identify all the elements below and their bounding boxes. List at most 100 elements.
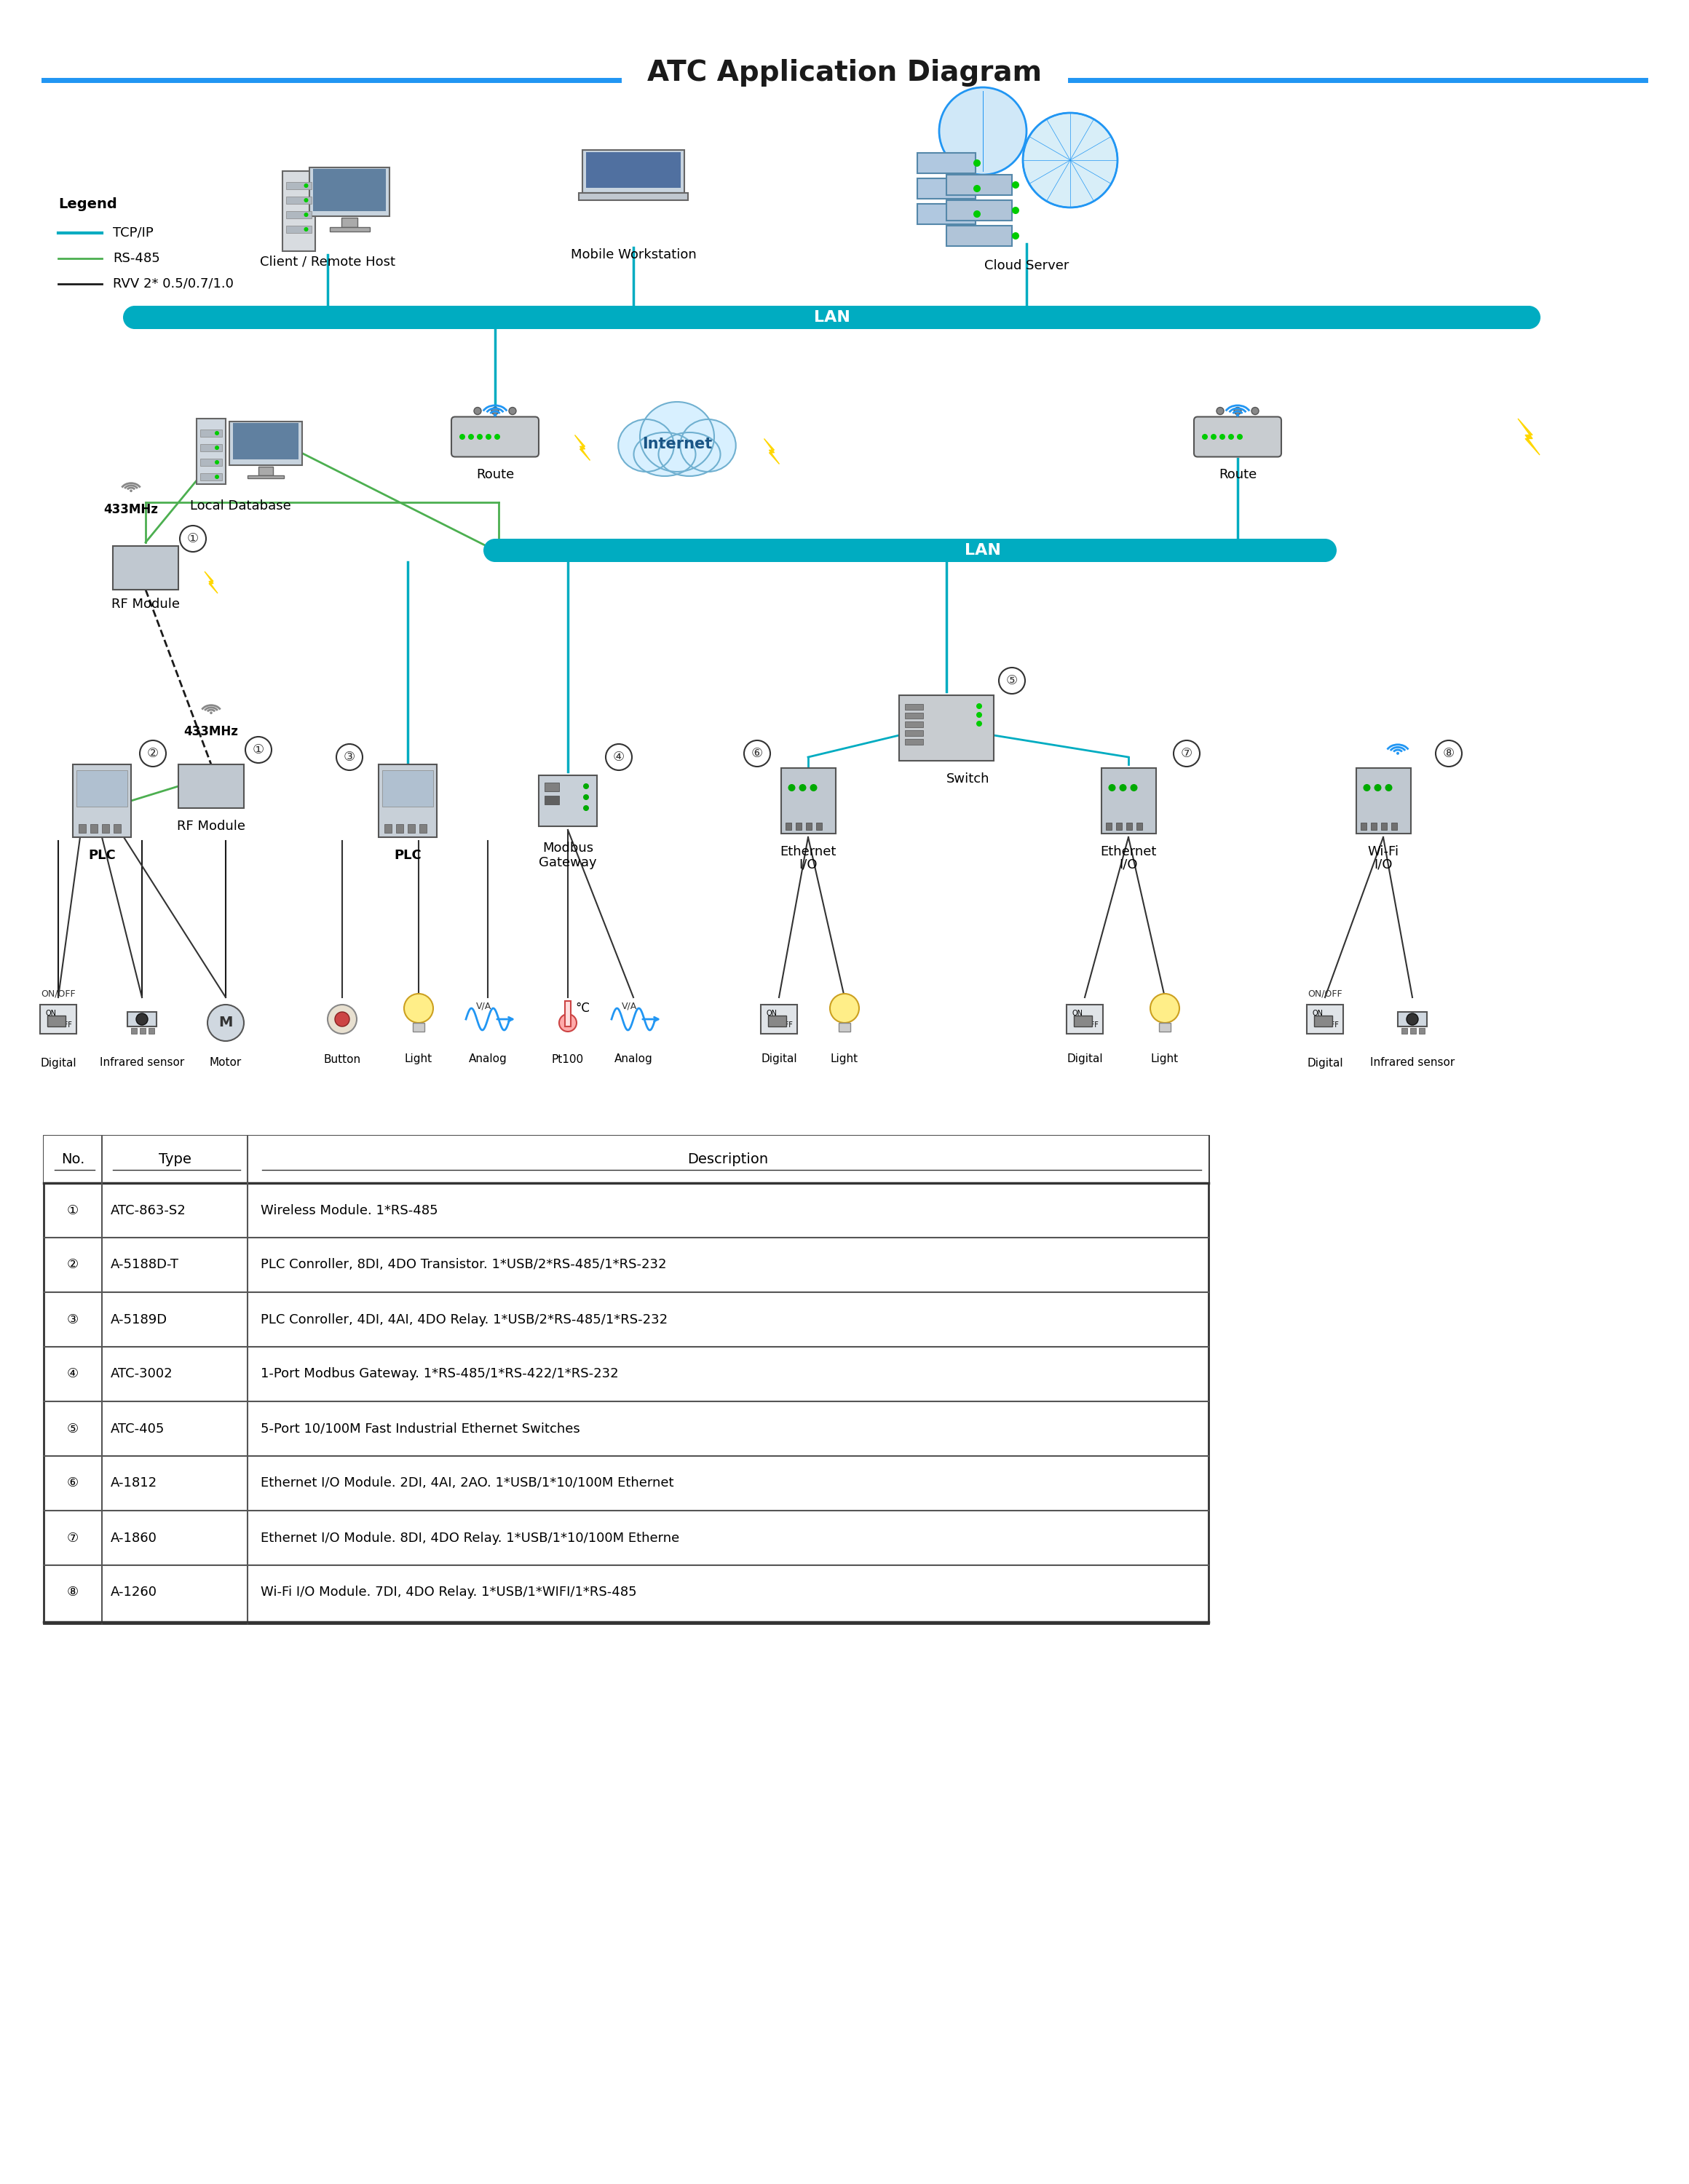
FancyBboxPatch shape [1398, 1011, 1427, 1026]
FancyBboxPatch shape [412, 1022, 424, 1031]
Circle shape [789, 784, 796, 791]
FancyBboxPatch shape [917, 153, 976, 173]
FancyBboxPatch shape [282, 170, 314, 251]
Text: PLC Conroller, 8DI, 4DO Transistor. 1*USB/2*RS-485/1*RS-232: PLC Conroller, 8DI, 4DO Transistor. 1*US… [260, 1258, 667, 1271]
FancyBboxPatch shape [583, 151, 684, 192]
Circle shape [1314, 539, 1336, 561]
Circle shape [973, 210, 981, 218]
Text: Pt100: Pt100 [552, 1055, 584, 1066]
FancyBboxPatch shape [451, 417, 539, 456]
FancyBboxPatch shape [946, 201, 1012, 221]
Text: I/O: I/O [1373, 858, 1392, 871]
Circle shape [123, 306, 147, 330]
Text: ON/OFF: ON/OFF [41, 989, 76, 998]
FancyBboxPatch shape [768, 1016, 787, 1026]
FancyBboxPatch shape [46, 1566, 1208, 1618]
FancyBboxPatch shape [201, 474, 221, 480]
Circle shape [939, 87, 1027, 175]
Text: Light: Light [1150, 1055, 1179, 1066]
FancyBboxPatch shape [544, 782, 559, 791]
Text: Local Database: Local Database [189, 500, 291, 513]
FancyBboxPatch shape [1410, 1029, 1415, 1033]
Text: ⑥: ⑥ [68, 1476, 79, 1489]
Circle shape [486, 435, 491, 439]
FancyBboxPatch shape [905, 729, 924, 736]
Text: Wi-Fi I/O Module. 7DI, 4DO Relay. 1*USB/1*WIFI/1*RS-485: Wi-Fi I/O Module. 7DI, 4DO Relay. 1*USB/… [260, 1586, 637, 1599]
Text: ①: ① [253, 743, 263, 756]
FancyBboxPatch shape [1074, 1016, 1093, 1026]
FancyBboxPatch shape [149, 1029, 154, 1033]
FancyBboxPatch shape [90, 823, 98, 832]
Circle shape [1012, 232, 1018, 240]
FancyBboxPatch shape [1356, 769, 1410, 834]
Circle shape [304, 183, 309, 188]
Circle shape [745, 740, 770, 767]
Text: PLC: PLC [394, 850, 422, 863]
Circle shape [508, 406, 517, 415]
Text: OFF: OFF [1326, 1022, 1339, 1029]
Circle shape [973, 186, 981, 192]
Circle shape [334, 1011, 350, 1026]
Circle shape [495, 435, 500, 439]
Text: A-5188D-T: A-5188D-T [111, 1258, 179, 1271]
Text: RS-485: RS-485 [113, 251, 160, 264]
Circle shape [1216, 406, 1225, 415]
FancyBboxPatch shape [816, 823, 821, 830]
Circle shape [137, 1013, 149, 1024]
FancyBboxPatch shape [47, 1016, 66, 1026]
FancyBboxPatch shape [1360, 823, 1366, 830]
FancyBboxPatch shape [201, 459, 221, 465]
Text: Wi-Fi: Wi-Fi [1368, 845, 1398, 858]
Circle shape [829, 994, 860, 1022]
Circle shape [1012, 181, 1018, 188]
Circle shape [1024, 114, 1118, 207]
Circle shape [491, 406, 498, 415]
Circle shape [1108, 784, 1116, 791]
Text: A-1260: A-1260 [111, 1586, 157, 1599]
Circle shape [328, 1005, 356, 1033]
Text: ⑤: ⑤ [1007, 675, 1018, 688]
FancyBboxPatch shape [140, 1029, 145, 1033]
FancyBboxPatch shape [796, 823, 801, 830]
Text: Ethernet I/O Module. 2DI, 4AI, 2AO. 1*USB/1*10/100M Ethernet: Ethernet I/O Module. 2DI, 4AI, 2AO. 1*US… [260, 1476, 674, 1489]
FancyBboxPatch shape [258, 467, 274, 476]
FancyBboxPatch shape [230, 422, 302, 465]
FancyBboxPatch shape [79, 823, 86, 832]
Text: Ethernet: Ethernet [780, 845, 836, 858]
Ellipse shape [681, 419, 736, 472]
Circle shape [1228, 435, 1235, 439]
Text: ⑤: ⑤ [68, 1422, 79, 1435]
FancyBboxPatch shape [378, 764, 437, 836]
Circle shape [215, 474, 220, 478]
Text: RVV 2* 0.5/0.7/1.0: RVV 2* 0.5/0.7/1.0 [113, 277, 233, 290]
Circle shape [1517, 306, 1540, 330]
Text: M: M [218, 1016, 233, 1031]
Circle shape [1236, 435, 1243, 439]
Circle shape [475, 406, 481, 415]
Text: ON: ON [767, 1009, 777, 1018]
FancyBboxPatch shape [1159, 1022, 1170, 1031]
FancyBboxPatch shape [785, 823, 790, 830]
Text: Modbus: Modbus [542, 841, 593, 854]
Text: ⑥: ⑥ [752, 747, 763, 760]
FancyBboxPatch shape [179, 764, 243, 808]
Circle shape [140, 740, 166, 767]
Ellipse shape [618, 419, 674, 472]
FancyBboxPatch shape [76, 771, 127, 806]
Text: Light: Light [831, 1055, 858, 1066]
Text: ③: ③ [343, 751, 355, 764]
Circle shape [1363, 784, 1370, 791]
Circle shape [1375, 784, 1382, 791]
Text: Light: Light [405, 1055, 432, 1066]
Text: Switch: Switch [946, 773, 990, 786]
Text: Route: Route [476, 467, 513, 480]
FancyBboxPatch shape [341, 218, 358, 227]
FancyBboxPatch shape [73, 764, 132, 836]
FancyBboxPatch shape [1101, 769, 1155, 834]
FancyBboxPatch shape [1314, 1016, 1333, 1026]
FancyBboxPatch shape [46, 1457, 1208, 1509]
Text: ④: ④ [68, 1367, 79, 1380]
FancyBboxPatch shape [806, 823, 811, 830]
FancyBboxPatch shape [905, 738, 924, 745]
Text: Legend: Legend [57, 197, 117, 212]
